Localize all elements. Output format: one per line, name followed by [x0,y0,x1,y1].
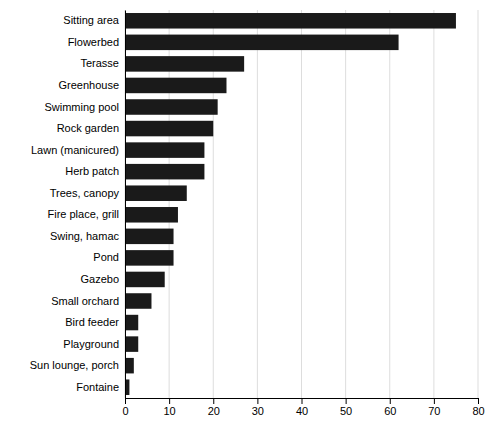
x-tick: 80 [472,398,484,417]
y-tick: Terasse [80,57,125,69]
x-tick-label: 50 [340,405,352,417]
x-tick: 20 [208,398,220,417]
x-tick-mark [434,398,435,404]
bar [125,229,174,245]
bar [125,358,134,374]
bar [125,315,138,331]
x-tick: 30 [252,398,264,417]
y-tick: Playground [63,338,125,350]
bar [125,272,165,288]
bar [125,56,244,72]
y-tick: Sitting area [63,14,125,26]
plot: 0 10 20 30 40 50 60 70 80 Sitting area Flowerbed Te… [30,10,485,417]
bar [125,293,151,309]
bars [125,13,456,395]
y-tick: Bird feeder [65,316,125,328]
y-axis-line [125,11,126,399]
y-tick-label: Greenhouse [58,79,119,91]
x-tick: 50 [340,398,352,417]
y-tick-label: Bird feeder [65,316,119,328]
x-tick-label: 80 [472,405,484,417]
x-tick-label: 20 [208,405,220,417]
y-tick-label: Gazebo [80,273,119,285]
y-tick-label: Sitting area [63,14,120,26]
x-tick-mark [346,398,347,404]
bar [125,250,174,266]
y-tick: Swimming pool [44,101,125,113]
grid-line [257,10,258,398]
x-tick-label: 0 [122,405,128,417]
bar [125,185,187,201]
x-tick-mark [257,398,258,404]
y-tick-label: Sun lounge, porch [30,359,119,371]
bar [125,336,138,352]
x-tick: 40 [296,398,308,417]
y-tick-label: Lawn (manicured) [31,144,119,156]
y-tick: Small orchard [51,295,125,307]
y-tick: Trees, canopy [50,187,125,199]
y-tick-label: Swing, hamac [50,230,120,242]
x-tick-mark [478,398,479,404]
y-tick: Greenhouse [58,79,125,91]
x-tick-label: 10 [164,405,176,417]
y-axis: Sitting area Flowerbed Terasse Greenhouse Sw… [30,11,126,399]
bar [125,99,218,115]
bar [125,207,178,223]
grid [125,10,478,398]
y-tick-label: Small orchard [51,295,119,307]
y-tick: Pond [93,251,125,263]
x-tick-mark [302,398,303,404]
x-tick: 60 [384,398,396,417]
grid-line [125,10,126,398]
x-axis: 0 10 20 30 40 50 60 70 80 [122,398,484,417]
x-tick-mark [125,398,126,404]
grid-line [433,10,434,398]
x-tick-label: 70 [428,405,440,417]
y-tick-label: Fontaine [76,381,119,393]
y-tick: Lawn (manicured) [31,144,125,156]
grid-line [389,10,390,398]
x-tick: 10 [164,398,176,417]
y-tick: Flowerbed [68,36,125,48]
grid-line [301,10,302,398]
bar [125,121,213,137]
y-tick-label: Flowerbed [68,36,119,48]
x-tick-label: 40 [296,405,308,417]
y-tick-label: Pond [93,251,119,263]
bar [125,142,204,158]
y-tick: Sun lounge, porch [30,359,125,371]
x-tick-label: 30 [252,405,264,417]
x-tick-label: 60 [384,405,396,417]
bar [125,164,204,180]
grid-line [345,10,346,398]
y-tick: Rock garden [57,122,125,134]
y-tick: Gazebo [80,273,125,285]
y-tick-label: Playground [63,338,119,350]
y-tick: Swing, hamac [50,230,125,242]
bar [125,13,456,29]
y-tick: Fire place, grill [47,208,125,220]
y-tick-label: Rock garden [57,122,119,134]
y-tick-label: Herb patch [65,165,119,177]
y-tick-label: Terasse [80,57,119,69]
y-tick-label: Trees, canopy [50,187,120,199]
x-tick: 0 [122,398,128,417]
y-tick: Fontaine [76,381,125,393]
y-tick: Herb patch [65,165,125,177]
x-tick-mark [213,398,214,404]
bar [125,78,226,94]
bar [125,35,399,51]
x-tick-mark [390,398,391,404]
x-tick-mark [169,398,170,404]
chart: 0 10 20 30 40 50 60 70 80 Sitting area Flowerbed Te… [0,0,500,426]
x-tick: 70 [428,398,440,417]
y-tick-label: Fire place, grill [47,208,119,220]
grid-line [478,10,479,398]
y-tick-label: Swimming pool [44,101,119,113]
